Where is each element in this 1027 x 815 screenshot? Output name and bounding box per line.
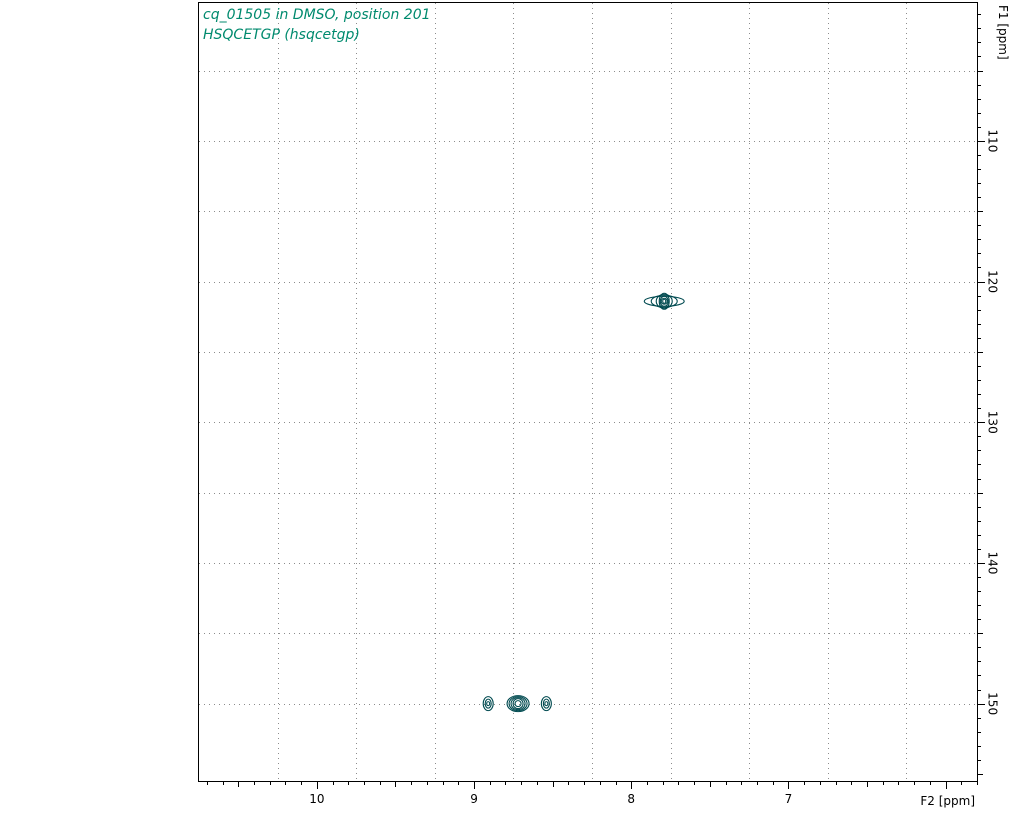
x-tick-label: 10 <box>309 792 324 806</box>
peak-4 <box>540 696 552 712</box>
contour-ring <box>658 292 670 310</box>
contour-ring <box>510 697 526 711</box>
contour-ring <box>540 696 552 712</box>
spectrum-subtitle: HSQCETGP (hsqcetgp) <box>203 27 360 43</box>
contour-ring <box>542 698 550 709</box>
contour-ring <box>484 698 492 709</box>
y-tick-label: 140 <box>986 551 1000 574</box>
contour-ring <box>482 696 494 712</box>
peak-2 <box>506 695 530 713</box>
contour-ring <box>655 293 673 309</box>
plot-frame <box>198 2 978 782</box>
y-axis: 110 120 130 140 150 <box>977 14 1000 775</box>
contour-ring <box>662 298 667 304</box>
contour-ring <box>659 295 669 307</box>
x-axis: 10 9 8 7 <box>207 781 978 806</box>
contour-ring <box>508 696 528 712</box>
peak-1 <box>643 292 685 310</box>
peak-layer <box>482 292 685 713</box>
y-tick-label: 120 <box>986 270 1000 293</box>
contour-ring <box>650 294 678 308</box>
contour-ring <box>544 701 549 707</box>
y-tick-label: 130 <box>986 411 1000 434</box>
contour-ring <box>514 700 522 708</box>
y-tick-label: 150 <box>986 692 1000 715</box>
y-axis-label: F1 [ppm] <box>996 5 1010 60</box>
grid-layer <box>199 3 977 781</box>
y-tick-label: 110 <box>986 129 1000 152</box>
contour-ring <box>486 701 491 707</box>
contour-ring <box>660 297 668 305</box>
x-tick-label: 8 <box>627 792 635 806</box>
contour-ring <box>506 695 530 713</box>
peak-3 <box>482 696 494 712</box>
contour-ring <box>512 698 524 710</box>
x-tick-label: 7 <box>785 792 793 806</box>
spectrum-title: cq_01505 in DMSO, position 201 <box>203 7 431 23</box>
x-tick-label: 9 <box>470 792 478 806</box>
x-axis-label: F2 [ppm] <box>920 794 975 808</box>
